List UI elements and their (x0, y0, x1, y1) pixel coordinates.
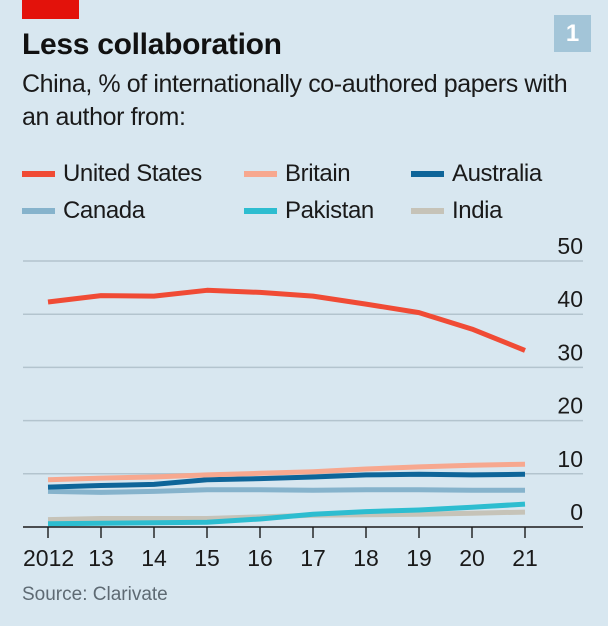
legend-label: Britain (285, 160, 351, 187)
legend-item-united-states: United States (22, 160, 202, 188)
legend-label: Australia (452, 160, 542, 187)
chart-title: Less collaboration (22, 28, 282, 61)
legend-item-canada: Canada (22, 197, 145, 225)
legend-item-pakistan: Pakistan (244, 197, 374, 225)
legend-item-australia: Australia (411, 160, 542, 188)
legend-label: India (452, 197, 503, 224)
y-tick-label: 20 (557, 393, 583, 419)
y-tick-label: 40 (557, 286, 583, 312)
x-tick-label: 19 (406, 545, 432, 571)
x-tick-label: 14 (141, 545, 167, 571)
legend-swatch (22, 208, 55, 214)
y-axis-labels: 0 10 20 30 40 50 (557, 233, 583, 525)
source-note: Source: Clarivate (22, 584, 168, 605)
legend-item-britain: Britain (244, 160, 351, 188)
series-line-britain (47, 461, 526, 483)
y-tick-label: 30 (557, 339, 583, 365)
gridlines (23, 260, 583, 475)
series-line-united-states (47, 287, 526, 353)
y-tick-label: 50 (557, 233, 583, 259)
series-line-canada (47, 487, 525, 495)
y-tick-label: 10 (557, 446, 583, 472)
x-axis-labels: 2012 13 14 15 16 17 18 19 20 21 (23, 545, 538, 571)
chart-subtitle: China, % of internationally co-authored … (22, 70, 568, 131)
legend-swatch (411, 208, 444, 214)
y-tick-label: 0 (570, 499, 583, 525)
legend-swatch (244, 171, 277, 177)
x-tick-label: 16 (247, 545, 273, 571)
legend-label: United States (63, 160, 202, 187)
x-tick-label: 18 (353, 545, 379, 571)
legend-swatch (244, 208, 277, 214)
x-tick-label: 21 (512, 545, 538, 571)
legend-item-india: India (411, 197, 502, 225)
brand-red-bar (22, 0, 79, 19)
x-tick-label: 2012 (23, 545, 74, 571)
x-tick-label: 13 (88, 545, 114, 571)
chart-number-badge: 1 (554, 15, 591, 52)
series-lines (47, 287, 526, 527)
legend-swatch (411, 171, 444, 177)
x-tick-label: 17 (300, 545, 326, 571)
x-axis (23, 526, 583, 538)
legend-label: Canada (63, 197, 145, 224)
x-tick-label: 20 (459, 545, 485, 571)
legend-label: Pakistan (285, 197, 374, 224)
series-line-australia (47, 471, 526, 490)
series-line-pakistan (47, 501, 526, 527)
legend-swatch (22, 171, 55, 177)
x-tick-label: 15 (194, 545, 220, 571)
